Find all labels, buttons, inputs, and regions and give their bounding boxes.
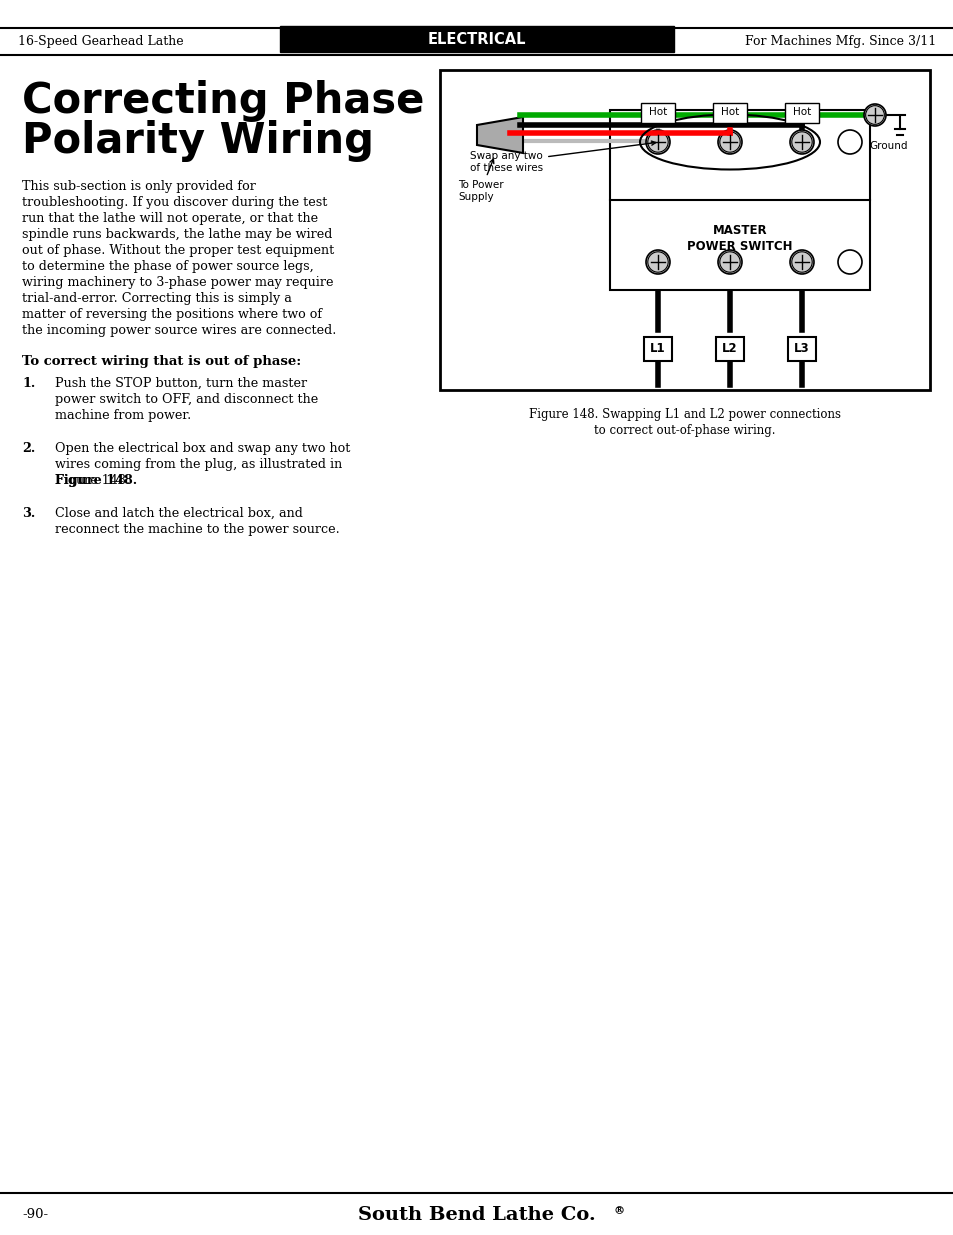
FancyBboxPatch shape <box>640 103 675 124</box>
Text: POWER SWITCH: POWER SWITCH <box>686 240 792 252</box>
Text: machine from power.: machine from power. <box>55 409 191 422</box>
Text: To Power
Supply: To Power Supply <box>457 159 503 201</box>
Text: wires coming from the plug, as illustrated in: wires coming from the plug, as illustrat… <box>55 458 342 471</box>
Text: Swap any two
of these wires: Swap any two of these wires <box>470 141 655 173</box>
Circle shape <box>645 249 669 274</box>
Circle shape <box>789 130 813 154</box>
Bar <box>439 70 929 390</box>
Text: troubleshooting. If you discover during the test: troubleshooting. If you discover during … <box>22 196 327 209</box>
Text: the incoming power source wires are connected.: the incoming power source wires are conn… <box>22 324 336 337</box>
Text: reconnect the machine to the power source.: reconnect the machine to the power sourc… <box>55 522 339 536</box>
Bar <box>280 26 673 52</box>
Text: Hot: Hot <box>648 107 666 117</box>
Text: For Machines Mfg. Since 3/11: For Machines Mfg. Since 3/11 <box>744 36 935 48</box>
FancyBboxPatch shape <box>784 103 818 124</box>
FancyBboxPatch shape <box>716 337 743 361</box>
Text: Push the STOP button, turn the master: Push the STOP button, turn the master <box>55 377 307 390</box>
Text: Figure 148.: Figure 148. <box>55 474 137 487</box>
Text: 2.: 2. <box>22 442 35 454</box>
Text: 1.: 1. <box>22 377 35 390</box>
Circle shape <box>863 104 885 126</box>
Text: -90-: -90- <box>22 1209 48 1221</box>
FancyBboxPatch shape <box>712 103 746 124</box>
Text: to determine the phase of power source legs,: to determine the phase of power source l… <box>22 261 314 273</box>
Text: To correct wiring that is out of phase:: To correct wiring that is out of phase: <box>22 354 301 368</box>
Text: to correct out-of-phase wiring.: to correct out-of-phase wiring. <box>594 424 775 437</box>
Text: spindle runs backwards, the lathe may be wired: spindle runs backwards, the lathe may be… <box>22 228 332 241</box>
Text: out of phase. Without the proper test equipment: out of phase. Without the proper test eq… <box>22 245 334 257</box>
Text: wiring machinery to 3-phase power may require: wiring machinery to 3-phase power may re… <box>22 275 334 289</box>
Text: Hot: Hot <box>720 107 739 117</box>
Circle shape <box>718 249 741 274</box>
Text: ELECTRICAL: ELECTRICAL <box>427 32 526 47</box>
Text: L2: L2 <box>721 342 737 356</box>
Text: 16-Speed Gearhead Lathe: 16-Speed Gearhead Lathe <box>18 36 183 48</box>
Text: MASTER: MASTER <box>712 224 766 236</box>
Bar <box>609 110 869 290</box>
Text: ®: ® <box>614 1205 624 1216</box>
Circle shape <box>837 130 862 154</box>
Text: Open the electrical box and swap any two hot: Open the electrical box and swap any two… <box>55 442 350 454</box>
Text: Correcting Phase: Correcting Phase <box>22 80 424 122</box>
Circle shape <box>789 249 813 274</box>
Text: matter of reversing the positions where two of: matter of reversing the positions where … <box>22 308 322 321</box>
Polygon shape <box>476 117 522 153</box>
FancyBboxPatch shape <box>643 337 671 361</box>
Circle shape <box>645 130 669 154</box>
Text: L1: L1 <box>650 342 665 356</box>
Text: Figure 148.: Figure 148. <box>55 474 130 487</box>
Text: Polarity Wiring: Polarity Wiring <box>22 120 374 162</box>
Text: Ground: Ground <box>869 141 907 151</box>
Text: run that the lathe will not operate, or that the: run that the lathe will not operate, or … <box>22 212 317 225</box>
Circle shape <box>837 249 862 274</box>
Text: 3.: 3. <box>22 508 35 520</box>
FancyBboxPatch shape <box>787 337 815 361</box>
Text: Close and latch the electrical box, and: Close and latch the electrical box, and <box>55 508 302 520</box>
Circle shape <box>718 130 741 154</box>
Text: Hot: Hot <box>792 107 810 117</box>
Text: Figure 148. Swapping L1 and L2 power connections: Figure 148. Swapping L1 and L2 power con… <box>529 408 841 421</box>
Text: L3: L3 <box>793 342 809 356</box>
Text: power switch to OFF, and disconnect the: power switch to OFF, and disconnect the <box>55 393 318 406</box>
Text: South Bend Lathe Co.: South Bend Lathe Co. <box>357 1207 596 1224</box>
Text: trial-and-error. Correcting this is simply a: trial-and-error. Correcting this is simp… <box>22 291 292 305</box>
Text: This sub-section is only provided for: This sub-section is only provided for <box>22 180 255 193</box>
